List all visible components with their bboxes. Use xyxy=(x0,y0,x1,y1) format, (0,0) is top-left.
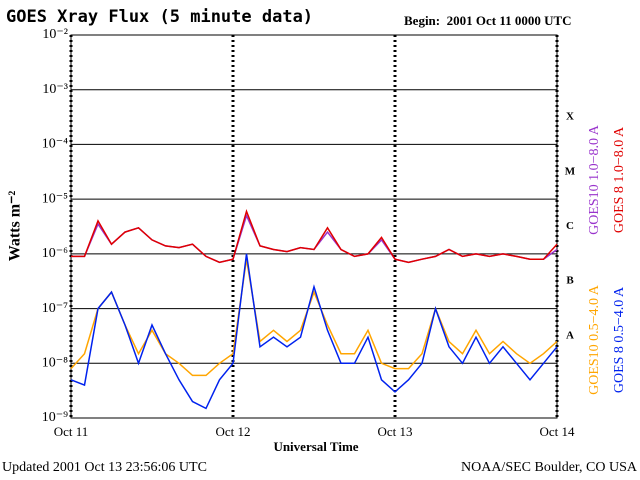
x-axis-label: Universal Time xyxy=(273,439,358,454)
y-tick-label: 10⁻⁴ xyxy=(42,137,68,152)
footer-right: NOAA/SEC Boulder, CO USA xyxy=(461,460,638,475)
y-tick-label: 10⁻⁵ xyxy=(42,191,68,206)
flare-class-label: X xyxy=(566,111,574,123)
series-line xyxy=(70,259,558,377)
series-line xyxy=(71,208,558,264)
y-tick-label: 10⁻² xyxy=(42,27,68,42)
plot-frame xyxy=(70,34,558,419)
y-tick-label: 10⁻³ xyxy=(42,82,68,97)
chart-title: GOES Xray Flux (5 minute data) xyxy=(6,7,313,27)
y-axis-label: Watts m⁻² xyxy=(7,191,24,262)
subtitle: Begin: 2001 Oct 11 0000 UTC xyxy=(404,13,572,28)
x-tick-label: Oct 11 xyxy=(54,424,89,439)
flare-class-label: B xyxy=(566,275,574,287)
y-tick-label: 10⁻⁹ xyxy=(42,410,68,425)
footer-left: Updated 2001 Oct 13 23:56:06 UTC xyxy=(2,460,207,475)
y-tick-label: 10⁻⁸ xyxy=(42,356,68,371)
x-tick-label: Oct 13 xyxy=(377,424,412,439)
y-tick-label: 10⁻⁷ xyxy=(42,301,68,316)
y-tick-label: 10⁻⁶ xyxy=(42,246,68,261)
x-tick-label: Oct 14 xyxy=(539,424,575,439)
x-tick-label: Oct 12 xyxy=(215,424,250,439)
legend-entry: GOES10 0.5−4.0 A xyxy=(587,284,602,395)
flare-class-label: A xyxy=(566,329,574,341)
series-line xyxy=(70,253,558,410)
flare-class-label: M xyxy=(565,165,576,177)
legend-entry: GOES 8 0.5−4.0 A xyxy=(612,286,627,393)
flare-class-label: C xyxy=(566,220,574,232)
legend-entry: GOES 8 1.0−8.0 A xyxy=(612,126,627,233)
legend-entry: GOES10 1.0−8.0 A xyxy=(587,124,602,235)
